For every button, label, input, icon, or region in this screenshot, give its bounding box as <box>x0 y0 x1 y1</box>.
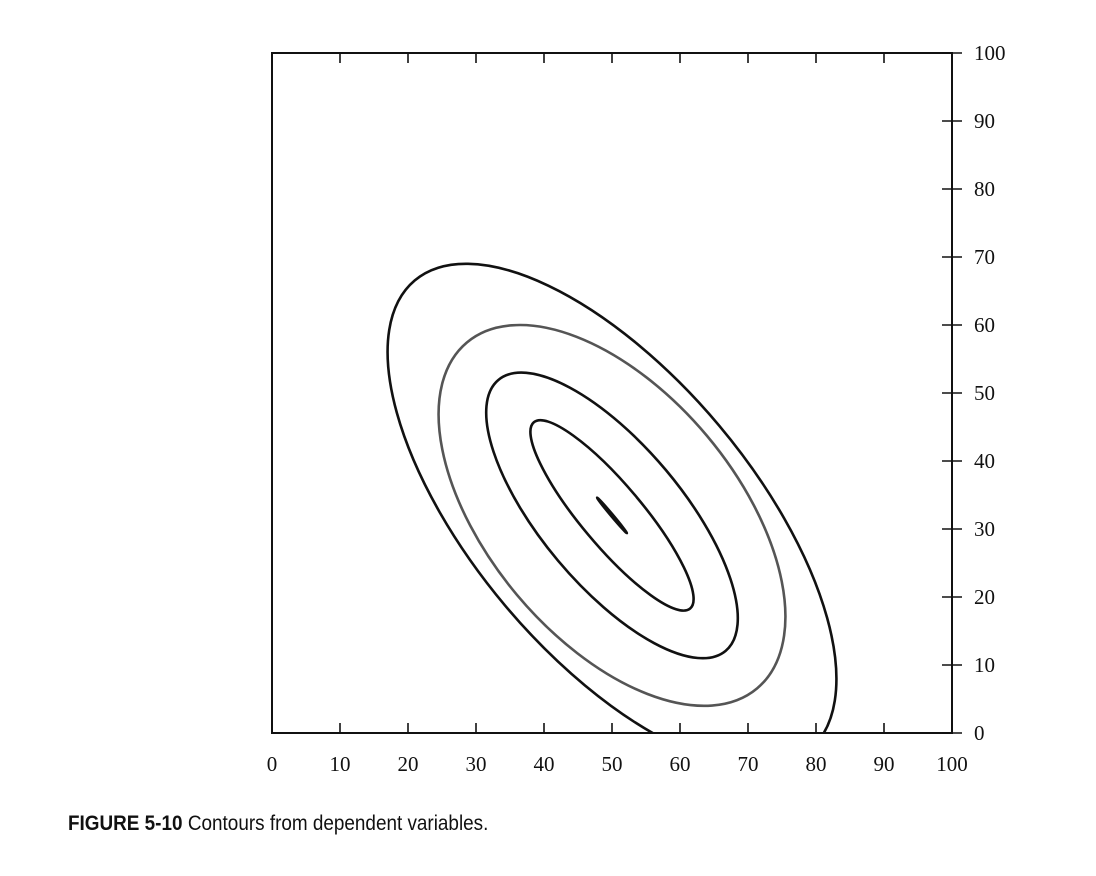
figure-caption: FIGURE 5-10 Contours from dependent varia… <box>68 812 488 836</box>
y-tick-label: 70 <box>974 245 995 269</box>
y-tick-label: 30 <box>974 517 995 541</box>
x-tick-label: 50 <box>602 752 623 776</box>
y-tick-label: 90 <box>974 109 995 133</box>
x-tick-label: 20 <box>398 752 419 776</box>
y-tick-label: 100 <box>974 41 1006 65</box>
figure-caption-text: Contours from dependent variables. <box>187 812 489 835</box>
x-tick-label: 0 <box>267 752 278 776</box>
x-tick-label: 60 <box>670 752 691 776</box>
contour-line-3 <box>484 371 740 660</box>
plot-frame <box>271 52 953 734</box>
contour-line-2 <box>529 418 695 612</box>
x-tick-label: 10 <box>330 752 351 776</box>
x-tick-label: 80 <box>806 752 827 776</box>
x-tick-label: 40 <box>534 752 555 776</box>
y-tick-label: 40 <box>974 449 995 473</box>
tick-layer: 0 10 20 30 40 50 60 70 80 90 100010203040506070809… <box>267 41 1006 776</box>
y-tick-label: 80 <box>974 177 995 201</box>
y-tick-label: 50 <box>974 381 995 405</box>
figure-caption-label: FIGURE 5-10 <box>68 812 183 835</box>
contour-line-5 <box>386 262 838 733</box>
y-tick-label: 20 <box>974 585 995 609</box>
contour-line-1 <box>595 496 629 535</box>
y-tick-label: 60 <box>974 313 995 337</box>
contour-layer <box>386 262 838 733</box>
contour-line-4 <box>437 323 787 708</box>
x-tick-label: 70 <box>738 752 759 776</box>
x-tick-label: 100 <box>936 752 968 776</box>
x-tick-label: 30 <box>466 752 487 776</box>
y-tick-label: 0 <box>974 721 985 745</box>
y-tick-label: 10 <box>974 653 995 677</box>
x-tick-label: 90 <box>874 752 895 776</box>
